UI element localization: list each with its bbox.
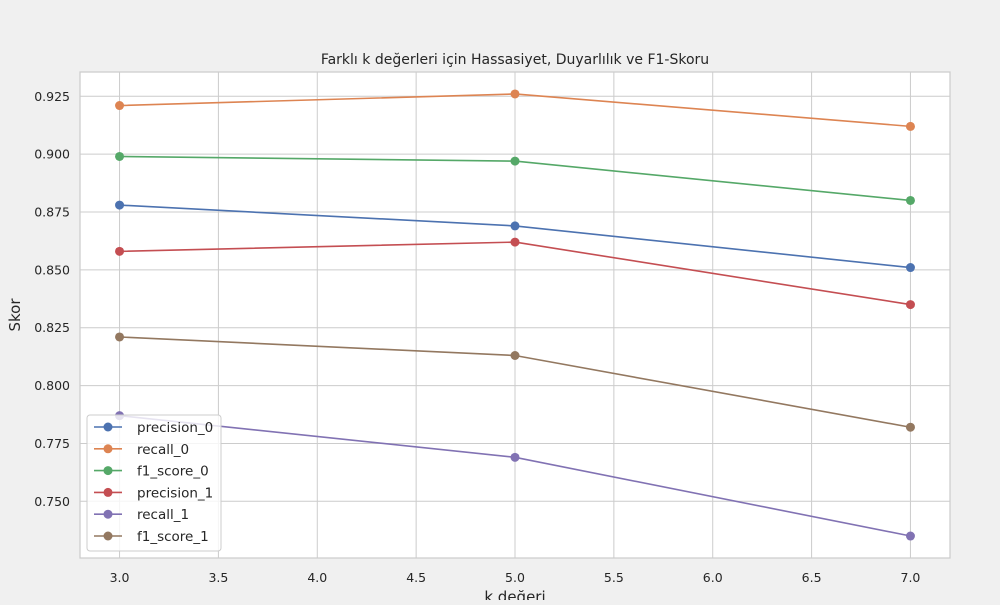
x-tick-label: 6.5 <box>802 570 822 585</box>
data-point-f1_score_0 <box>115 151 125 161</box>
x-tick-label: 5.5 <box>604 570 624 585</box>
legend: precision_0 recall_0 f1_score_0 precision_1… <box>86 414 222 552</box>
x-tick-label: 4.0 <box>307 570 327 585</box>
plot-frame <box>79 71 951 559</box>
legend-label-f1_score_1: f1_score_1 <box>137 529 209 545</box>
data-point-precision_0 <box>905 263 915 273</box>
data-point-precision_1 <box>115 246 125 256</box>
data-point-precision_1 <box>905 300 915 310</box>
data-point-recall_1 <box>510 452 520 462</box>
data-point-f1_score_0 <box>510 156 520 166</box>
data-point-precision_1 <box>510 237 520 247</box>
data-point-recall_1 <box>905 531 915 541</box>
y-tick-label: 0.900 <box>34 147 70 162</box>
legend-label-precision_0: precision_0 <box>137 420 213 436</box>
legend-label-recall_0: recall_0 <box>137 442 189 458</box>
x-tick-label: 6.0 <box>703 570 723 585</box>
data-point-f1_score_0 <box>905 195 915 205</box>
y-tick-label: 0.875 <box>34 205 70 220</box>
chart-title: Farklı k değerleri için Hassasiyet, Duya… <box>321 52 709 68</box>
legend-label-precision_1: precision_1 <box>137 485 213 501</box>
legend-swatch-marker <box>103 487 113 497</box>
y-tick-label: 0.775 <box>34 436 70 451</box>
x-tick-label: 4.5 <box>406 570 426 585</box>
data-point-recall_0 <box>510 89 520 99</box>
y-axis-label: Skor <box>6 298 24 332</box>
legend-swatch-marker <box>103 531 113 541</box>
data-point-f1_score_1 <box>510 351 520 360</box>
x-axis-label: k değeri <box>484 588 545 600</box>
legend-label-f1_score_0: f1_score_0 <box>137 464 209 480</box>
x-tick-label: 3.0 <box>110 570 130 585</box>
y-tick-labels: 0.750 0.775 0.800 0.825 0.850 0.875 0.900 0.925 <box>34 89 70 509</box>
legend-swatch-marker <box>103 509 113 519</box>
x-tick-label: 3.5 <box>208 570 228 585</box>
data-point-recall_0 <box>905 121 915 131</box>
y-tick-label: 0.750 <box>34 494 70 509</box>
x-tick-label: 7.0 <box>901 570 921 585</box>
y-tick-label: 0.800 <box>34 378 70 393</box>
x-tick-label: 5.0 <box>505 570 525 585</box>
y-tick-label: 0.850 <box>34 262 70 277</box>
legend-swatch-marker <box>103 422 113 432</box>
legend-label-recall_1: recall_1 <box>137 507 189 523</box>
y-tick-label: 0.925 <box>34 89 70 104</box>
legend-swatch-marker <box>103 444 113 454</box>
y-tick-label: 0.825 <box>34 320 70 335</box>
data-point-recall_0 <box>115 101 125 111</box>
legend-swatch-marker <box>103 466 113 476</box>
x-tick-labels: 3.0 3.5 4.0 4.5 5.0 5.5 6.0 6.5 7.0 <box>110 570 921 585</box>
data-point-f1_score_1 <box>905 422 915 432</box>
data-point-f1_score_1 <box>115 332 125 342</box>
grid <box>80 72 950 558</box>
data-point-precision_0 <box>115 200 125 210</box>
series-group <box>115 89 915 541</box>
data-point-precision_0 <box>510 221 520 231</box>
